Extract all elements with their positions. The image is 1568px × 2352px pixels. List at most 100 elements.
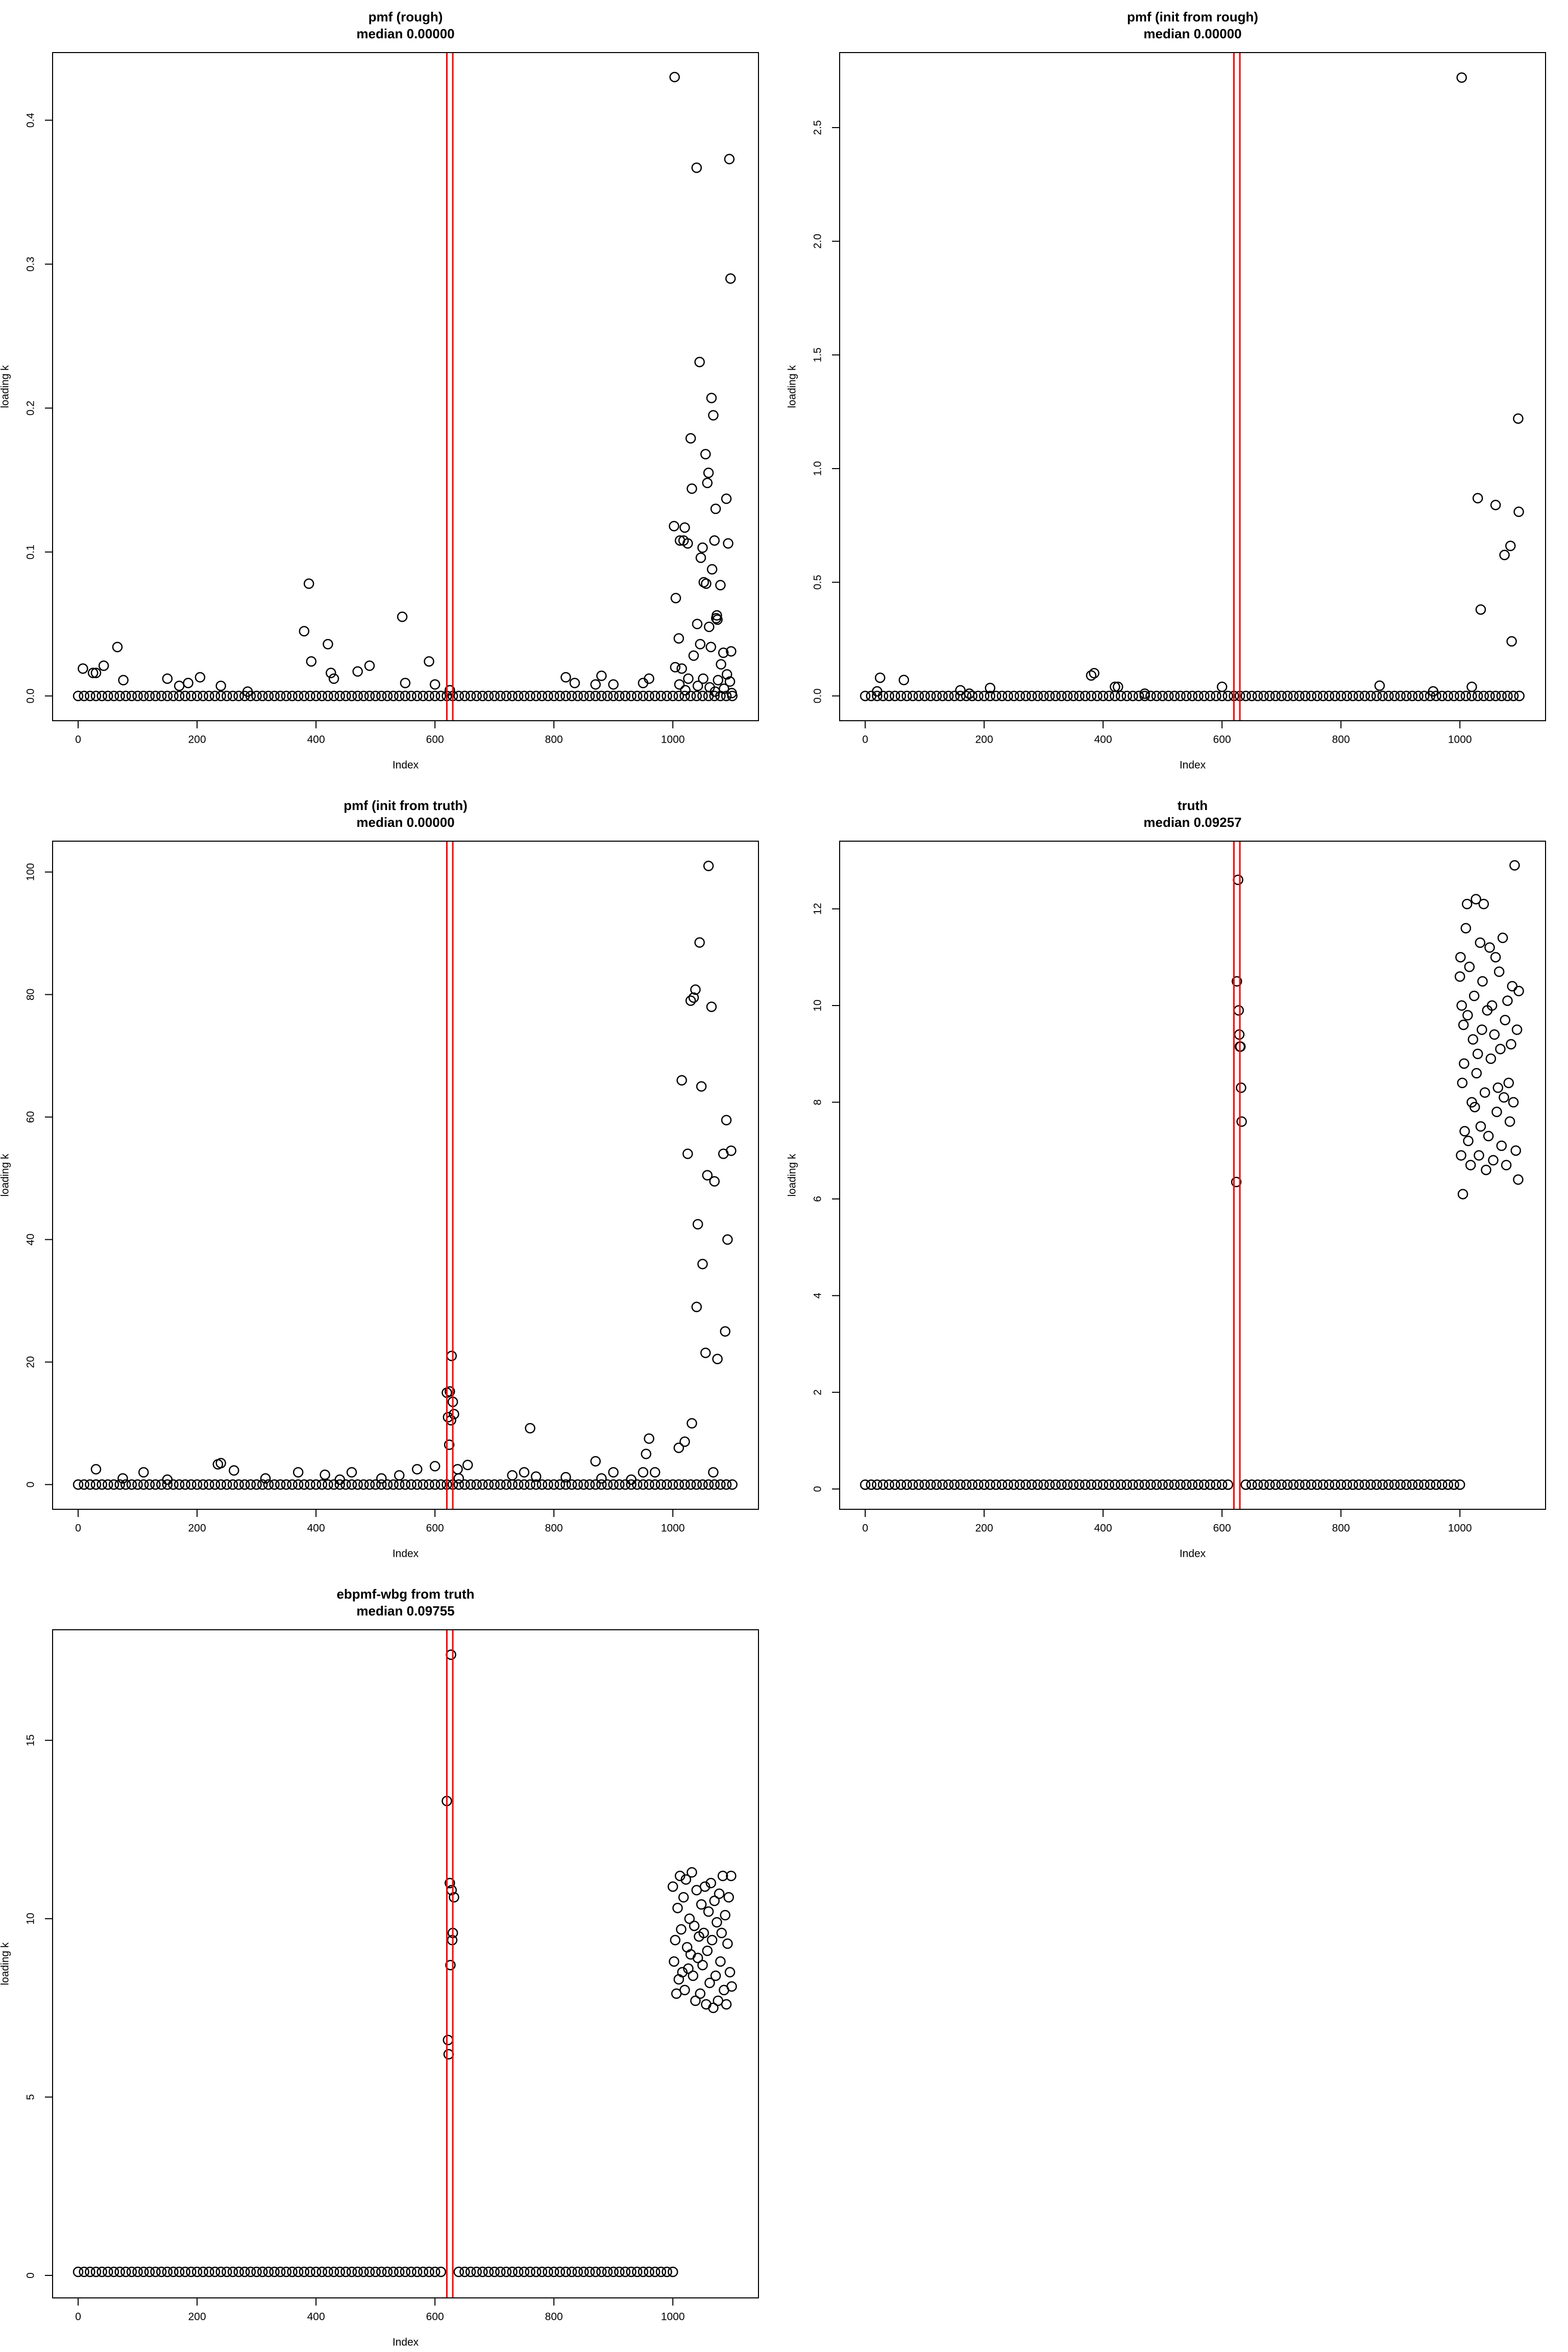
point (721, 1999, 732, 2010)
point (299, 691, 310, 701)
point (1510, 1145, 1521, 1156)
point (299, 1479, 310, 1490)
point (242, 686, 253, 697)
point (955, 685, 966, 696)
point (644, 2266, 654, 2277)
point (681, 1942, 693, 1953)
point (1038, 691, 1049, 701)
point (1464, 962, 1475, 972)
point (1276, 1479, 1287, 1490)
point (1460, 691, 1472, 701)
point (715, 1956, 726, 1967)
point (655, 691, 667, 701)
point (1377, 1479, 1388, 1490)
point (310, 1479, 322, 1490)
point (222, 1479, 232, 1490)
point (1475, 604, 1486, 615)
point (334, 691, 346, 701)
point (872, 686, 883, 697)
point (346, 1467, 357, 1478)
point (126, 691, 137, 701)
point (483, 691, 494, 701)
point (1465, 1160, 1476, 1170)
point (955, 1479, 966, 1490)
point (1513, 1174, 1524, 1185)
point (608, 1467, 619, 1478)
point (1020, 1479, 1031, 1490)
point (626, 691, 636, 701)
point (1341, 1479, 1353, 1490)
point (162, 691, 173, 701)
point (710, 503, 721, 514)
point (1475, 937, 1486, 948)
point (1121, 691, 1133, 701)
point (150, 691, 161, 701)
point (1335, 1479, 1346, 1490)
point (320, 1469, 330, 1480)
point (1270, 691, 1281, 701)
point (1092, 691, 1102, 701)
point (723, 1892, 734, 1903)
point (96, 2266, 107, 2277)
point (180, 1479, 191, 1490)
point (1401, 1479, 1412, 1490)
point (1472, 493, 1483, 504)
point (1157, 691, 1168, 701)
y-tick-label: 20 (25, 1356, 37, 1368)
point (638, 1479, 649, 1490)
point (683, 673, 694, 684)
point (477, 691, 488, 701)
point (400, 677, 411, 689)
x-tick-label: 1000 (661, 2311, 685, 2323)
point (156, 2266, 167, 2277)
point (679, 522, 690, 533)
point (901, 691, 912, 701)
point (138, 1467, 149, 1478)
chart-subtitle: median 0.00000 (1143, 26, 1241, 41)
point (1128, 1479, 1138, 1490)
point (445, 1877, 455, 1889)
point (1086, 670, 1097, 681)
point (1474, 1150, 1484, 1161)
point (445, 684, 455, 696)
y-tick-label: 6 (812, 1196, 824, 1202)
point (1472, 691, 1483, 701)
point (1032, 691, 1043, 701)
point (691, 1479, 702, 1490)
point (449, 1892, 459, 1903)
point (1074, 691, 1085, 701)
point (712, 1354, 723, 1364)
point (1133, 691, 1144, 701)
point (120, 1479, 131, 1490)
point (411, 2266, 423, 2277)
point (418, 1479, 429, 1490)
point (1507, 981, 1518, 992)
point (144, 691, 155, 701)
point (1499, 1092, 1509, 1103)
point (638, 1467, 649, 1478)
point (1431, 1479, 1441, 1490)
point (257, 691, 268, 701)
x-tick-label: 200 (188, 2311, 206, 2323)
point (685, 1479, 696, 1490)
point (1097, 691, 1109, 701)
y-tick-label: 15 (25, 1734, 37, 1746)
point (126, 2266, 137, 2277)
point (689, 1920, 700, 1931)
point (578, 691, 589, 701)
point (90, 1479, 102, 1490)
point (554, 1479, 566, 1490)
point (1020, 691, 1031, 701)
point (662, 1479, 672, 1490)
point (400, 2266, 411, 2277)
point (429, 2266, 440, 2277)
point (323, 639, 333, 650)
point (1002, 1479, 1013, 1490)
point (1513, 506, 1524, 517)
point (323, 1479, 333, 1490)
point (446, 1649, 456, 1660)
point (620, 2266, 631, 2277)
x-tick-label: 600 (1213, 734, 1231, 746)
plot-frame (52, 52, 759, 721)
point (162, 1479, 173, 1490)
